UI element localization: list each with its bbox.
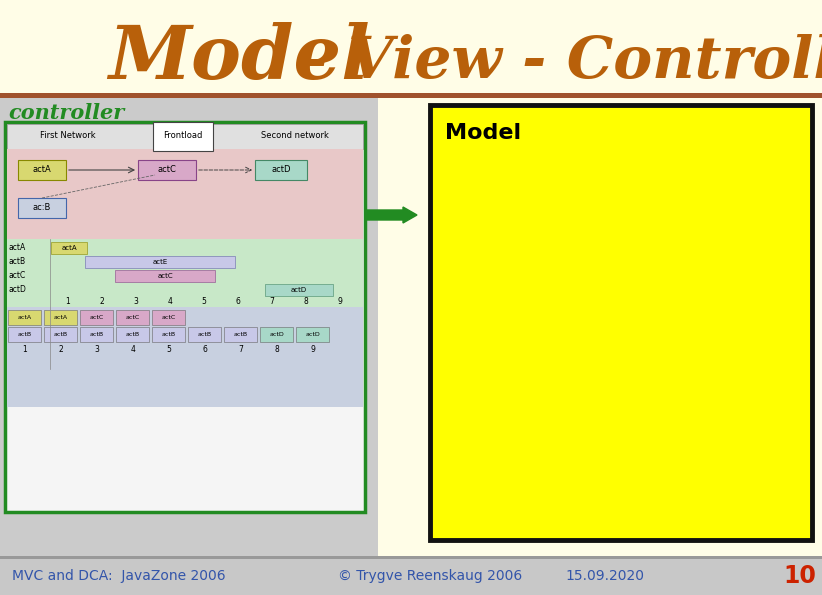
- FancyArrow shape: [365, 207, 417, 223]
- Text: actC: actC: [8, 271, 25, 280]
- FancyBboxPatch shape: [85, 256, 235, 268]
- FancyBboxPatch shape: [188, 327, 221, 342]
- FancyBboxPatch shape: [0, 93, 822, 98]
- Text: actE: actE: [152, 259, 168, 265]
- Text: actA: actA: [61, 245, 76, 251]
- FancyBboxPatch shape: [0, 556, 822, 559]
- FancyBboxPatch shape: [7, 239, 363, 369]
- Text: Model: Model: [108, 22, 370, 94]
- Text: 10: 10: [783, 564, 816, 588]
- Text: First Network: First Network: [40, 131, 96, 140]
- Text: 2: 2: [58, 345, 63, 353]
- Text: Second network: Second network: [261, 131, 329, 140]
- Text: Model: Model: [445, 123, 521, 143]
- FancyBboxPatch shape: [80, 327, 113, 342]
- Text: 4: 4: [131, 345, 136, 353]
- FancyBboxPatch shape: [44, 310, 77, 325]
- FancyBboxPatch shape: [296, 327, 329, 342]
- Text: actB: actB: [162, 332, 176, 337]
- FancyBboxPatch shape: [260, 327, 293, 342]
- FancyBboxPatch shape: [8, 310, 41, 325]
- FancyBboxPatch shape: [8, 327, 41, 342]
- FancyBboxPatch shape: [0, 98, 378, 560]
- Text: actC: actC: [90, 315, 104, 320]
- FancyBboxPatch shape: [430, 105, 812, 540]
- Text: 6: 6: [236, 298, 241, 306]
- Text: 15.09.2020: 15.09.2020: [566, 569, 644, 583]
- Text: 2: 2: [99, 298, 104, 306]
- Text: actC: actC: [162, 315, 176, 320]
- Text: actD: actD: [8, 285, 25, 294]
- Text: actB: actB: [126, 332, 140, 337]
- Text: 3: 3: [95, 345, 99, 353]
- Text: actD: actD: [306, 332, 321, 337]
- Text: actA: actA: [54, 315, 68, 320]
- Text: ac:B: ac:B: [33, 203, 51, 212]
- FancyBboxPatch shape: [116, 327, 149, 342]
- Text: 1: 1: [66, 298, 71, 306]
- FancyBboxPatch shape: [224, 327, 257, 342]
- Text: 3: 3: [133, 298, 138, 306]
- Text: 5: 5: [167, 345, 172, 353]
- Text: controller: controller: [8, 103, 124, 123]
- FancyBboxPatch shape: [152, 310, 185, 325]
- FancyBboxPatch shape: [51, 242, 87, 254]
- Text: 4: 4: [168, 298, 173, 306]
- FancyBboxPatch shape: [18, 198, 66, 218]
- Text: actB: actB: [18, 332, 32, 337]
- Text: 9: 9: [311, 345, 316, 353]
- Text: actB: actB: [234, 332, 248, 337]
- FancyBboxPatch shape: [44, 327, 77, 342]
- Text: © Trygve Reenskaug 2006: © Trygve Reenskaug 2006: [338, 569, 522, 583]
- Text: actD: actD: [270, 332, 284, 337]
- FancyBboxPatch shape: [0, 558, 822, 595]
- FancyBboxPatch shape: [152, 327, 185, 342]
- FancyBboxPatch shape: [115, 270, 215, 282]
- Text: 8: 8: [275, 345, 279, 353]
- FancyBboxPatch shape: [138, 160, 196, 180]
- Text: actC: actC: [157, 273, 173, 279]
- FancyBboxPatch shape: [116, 310, 149, 325]
- Text: MVC and DCA:  JavaZone 2006: MVC and DCA: JavaZone 2006: [12, 569, 225, 583]
- Text: actB: actB: [54, 332, 68, 337]
- Text: actB: actB: [8, 257, 25, 266]
- Text: actA: actA: [8, 243, 25, 252]
- Text: actB: actB: [198, 332, 212, 337]
- Text: 8: 8: [303, 298, 308, 306]
- Text: actD: actD: [271, 165, 291, 174]
- Text: actA: actA: [18, 315, 32, 320]
- FancyBboxPatch shape: [7, 307, 363, 407]
- Text: actC: actC: [158, 165, 177, 174]
- Text: 1: 1: [23, 345, 27, 353]
- FancyBboxPatch shape: [7, 149, 363, 239]
- Text: 7: 7: [270, 298, 275, 306]
- FancyBboxPatch shape: [265, 284, 333, 296]
- Text: 6: 6: [202, 345, 207, 353]
- Text: actD: actD: [291, 287, 307, 293]
- Text: actA: actA: [33, 165, 51, 174]
- Text: Frontload: Frontload: [164, 131, 203, 140]
- Text: 5: 5: [201, 298, 206, 306]
- FancyBboxPatch shape: [255, 160, 307, 180]
- FancyBboxPatch shape: [80, 310, 113, 325]
- Text: 7: 7: [238, 345, 243, 353]
- FancyBboxPatch shape: [7, 124, 363, 149]
- Text: actC: actC: [126, 315, 140, 320]
- Text: 9: 9: [338, 298, 343, 306]
- Text: actB: actB: [90, 332, 104, 337]
- Text: – View - Controller: – View - Controller: [278, 34, 822, 90]
- FancyBboxPatch shape: [5, 122, 365, 512]
- FancyBboxPatch shape: [18, 160, 66, 180]
